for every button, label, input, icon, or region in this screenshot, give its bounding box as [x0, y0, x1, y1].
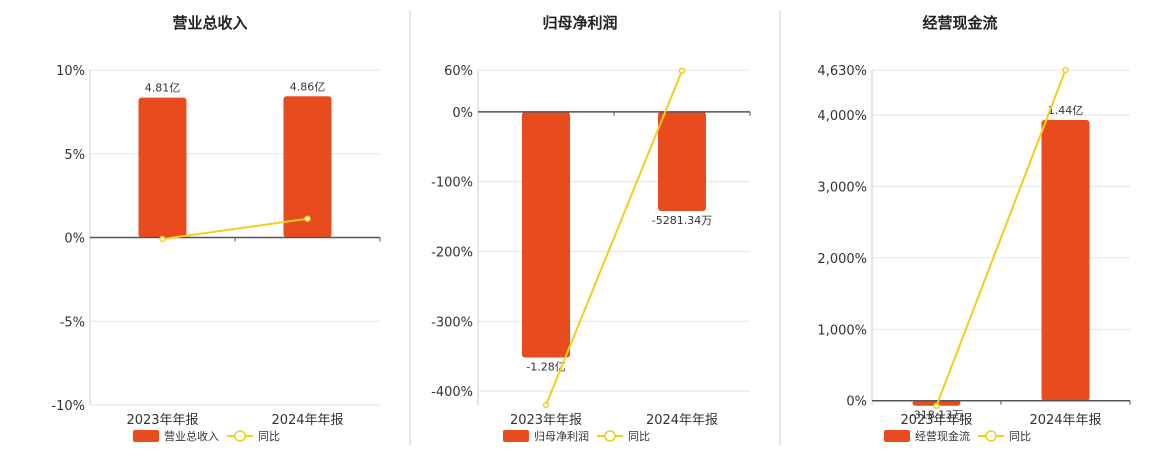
x-tick-label: 2024年年报 — [271, 413, 343, 428]
yoy-line — [935, 69, 1067, 407]
bar-data-label: 4.81亿 — [145, 82, 181, 95]
chart-panel-2: 归母净利润 60% 0% -100% -200% -300% -400% -1.28亿 -528… — [431, 14, 751, 443]
bar — [283, 96, 332, 238]
legend-line-label: 同比 — [1009, 430, 1031, 443]
x-tick-label: 2023年年报 — [126, 413, 198, 428]
yoy-point — [933, 402, 940, 409]
y-tick-label: 10% — [56, 64, 85, 79]
bar-data-label: 4.86亿 — [290, 80, 326, 93]
x-tick-label: 2024年年报 — [1029, 413, 1101, 428]
chart-panel-3: 经营现金流 4,630% 4,000% 3,000% 2,000% 1,000% 0% -31… — [817, 14, 1131, 443]
y-tick-label: 1,000% — [817, 323, 867, 338]
legend-bar-swatch — [133, 430, 159, 442]
x-tick-label: 2023年年报 — [510, 413, 582, 428]
yoy-line — [162, 217, 308, 240]
y-tick-label: 5% — [64, 148, 85, 163]
chart-title: 归母净利润 — [542, 14, 617, 32]
y-tick-label: -100% — [431, 176, 473, 191]
bar — [1041, 120, 1090, 401]
y-tick-label: 60% — [444, 64, 473, 79]
y-tick-label: 4,630% — [817, 64, 867, 79]
y-tick-label: 0% — [64, 232, 85, 247]
chart-title: 营业总收入 — [172, 14, 247, 32]
x-tick-label: 2024年年报 — [646, 413, 718, 428]
y-tick-label: 3,000% — [817, 180, 867, 195]
y-tick-label: 4,000% — [817, 109, 867, 124]
chart-panel-1: 营业总收入 10% 5% 0% -5% -10% 4.81亿 4.86亿 2023年年报 2024… — [51, 14, 381, 443]
legend-bar-label: 营业总收入 — [164, 429, 219, 443]
legend-line-marker — [234, 430, 246, 442]
legend-line-label: 同比 — [258, 430, 280, 443]
legend-bar-swatch — [884, 430, 910, 442]
legend-bar-label: 经营现金流 — [915, 429, 970, 443]
bar-data-label: 1.44亿 — [1048, 104, 1084, 117]
legend-line-marker — [604, 430, 616, 442]
chart-title: 经营现金流 — [922, 14, 997, 32]
yoy-point — [159, 235, 166, 243]
yoy-point — [1062, 66, 1069, 74]
bar — [658, 111, 706, 211]
bar-data-label: -1.28亿 — [526, 361, 565, 374]
yoy-point — [542, 401, 550, 409]
yoy-point — [678, 67, 686, 74]
y-tick-label: -10% — [51, 399, 85, 414]
y-tick-label: -5% — [60, 315, 85, 330]
legend-line-label: 同比 — [628, 430, 650, 443]
bar — [522, 111, 570, 358]
bar-data-label: -5281.34万 — [652, 214, 712, 227]
y-tick-label: -400% — [431, 385, 473, 400]
y-tick-label: 0% — [846, 395, 867, 410]
legend-line-marker — [985, 430, 997, 442]
x-tick-label: 2023年年报 — [900, 413, 972, 428]
y-tick-label: -200% — [431, 245, 473, 260]
y-tick-label: 2,000% — [817, 252, 867, 267]
yoy-point — [304, 215, 311, 222]
yoy-line — [545, 70, 683, 406]
legend-bar-label: 归母净利润 — [534, 429, 589, 443]
y-tick-label: 0% — [452, 106, 473, 121]
bar-data-label: -318.13万 — [910, 409, 963, 422]
y-tick-label: -300% — [431, 315, 473, 330]
bar — [138, 97, 187, 238]
legend-bar-swatch — [503, 430, 529, 442]
